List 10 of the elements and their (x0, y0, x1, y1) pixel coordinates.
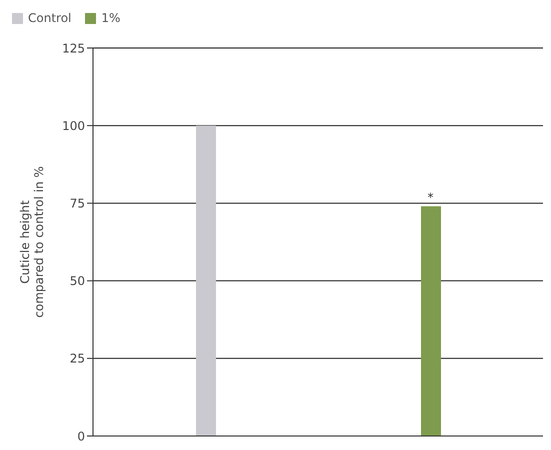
y-tick-label: 125 (62, 41, 85, 56)
y-tick-label: 25 (70, 352, 85, 366)
legend-label: 1% (100, 11, 120, 25)
y-tick-label: 75 (70, 196, 85, 210)
y-axis-title: Cuticle height compared to control in % (18, 166, 46, 318)
y-tick-label: 100 (62, 118, 85, 133)
legend-label: Control (27, 11, 72, 25)
y-tick-label: 50 (70, 274, 85, 288)
y-tick-label: 0 (77, 429, 85, 444)
annotation: * (428, 190, 434, 204)
